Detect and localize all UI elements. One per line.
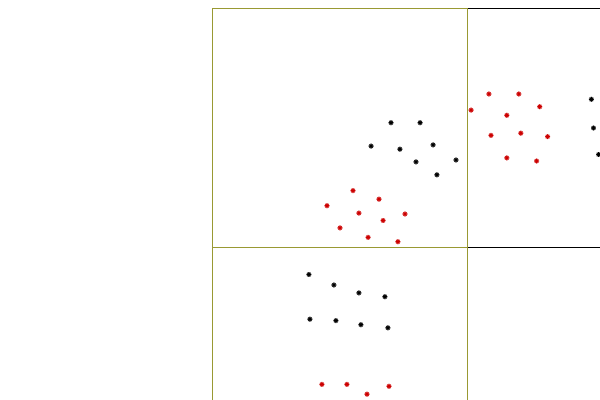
- scatter-point: [468, 107, 474, 113]
- scatter-point: [319, 381, 325, 387]
- scatter-point: [453, 157, 459, 163]
- panel-frame-r2-c1: [212, 247, 468, 400]
- scatter-point: [356, 290, 362, 296]
- scatter-point: [306, 272, 312, 277]
- scatter-point: [417, 120, 423, 126]
- scatter-point: [376, 196, 382, 202]
- scatter-point: [331, 282, 337, 288]
- scatter-points: [306, 91, 600, 397]
- scatter-point: [486, 91, 492, 97]
- panel-frames: [212, 8, 600, 400]
- scatter-point: [545, 134, 551, 140]
- scatter-point: [350, 188, 356, 194]
- scatter-point: [333, 318, 339, 324]
- panel-frame-r2-c2: [467, 247, 600, 400]
- scatter-point: [344, 381, 350, 387]
- scatter-point: [488, 132, 494, 138]
- scatter-point: [504, 155, 510, 161]
- scatter-point: [382, 294, 388, 300]
- scatter-point: [434, 172, 440, 178]
- scatter-point: [368, 143, 374, 149]
- scatter-point: [358, 322, 364, 328]
- scatter-point: [364, 391, 370, 397]
- scatter-point: [324, 203, 330, 209]
- panel-frame-r1-c2: [467, 8, 600, 248]
- scatter-point: [337, 225, 343, 231]
- scatter-point: [395, 239, 401, 245]
- scatter-point: [588, 96, 594, 102]
- panel-frame-r1-c1: [212, 8, 468, 248]
- scatter-point: [430, 142, 436, 148]
- scatter-point: [402, 211, 408, 217]
- scatter-point: [516, 91, 522, 97]
- scatter-point: [518, 130, 524, 136]
- scatter-point: [397, 146, 403, 152]
- scatter-point: [386, 383, 392, 389]
- scatter-point: [388, 120, 394, 126]
- scatter-point: [591, 125, 596, 131]
- scatter-point: [307, 316, 313, 322]
- scatter-point: [596, 152, 600, 157]
- scatter-point: [413, 159, 419, 165]
- scatter-point: [385, 325, 391, 331]
- scatter-point: [365, 234, 371, 240]
- scatter-point: [380, 218, 386, 223]
- scatter-point: [504, 112, 510, 118]
- scatter-point: [534, 158, 540, 164]
- scatter-point: [537, 104, 543, 110]
- scatter-point: [356, 210, 362, 216]
